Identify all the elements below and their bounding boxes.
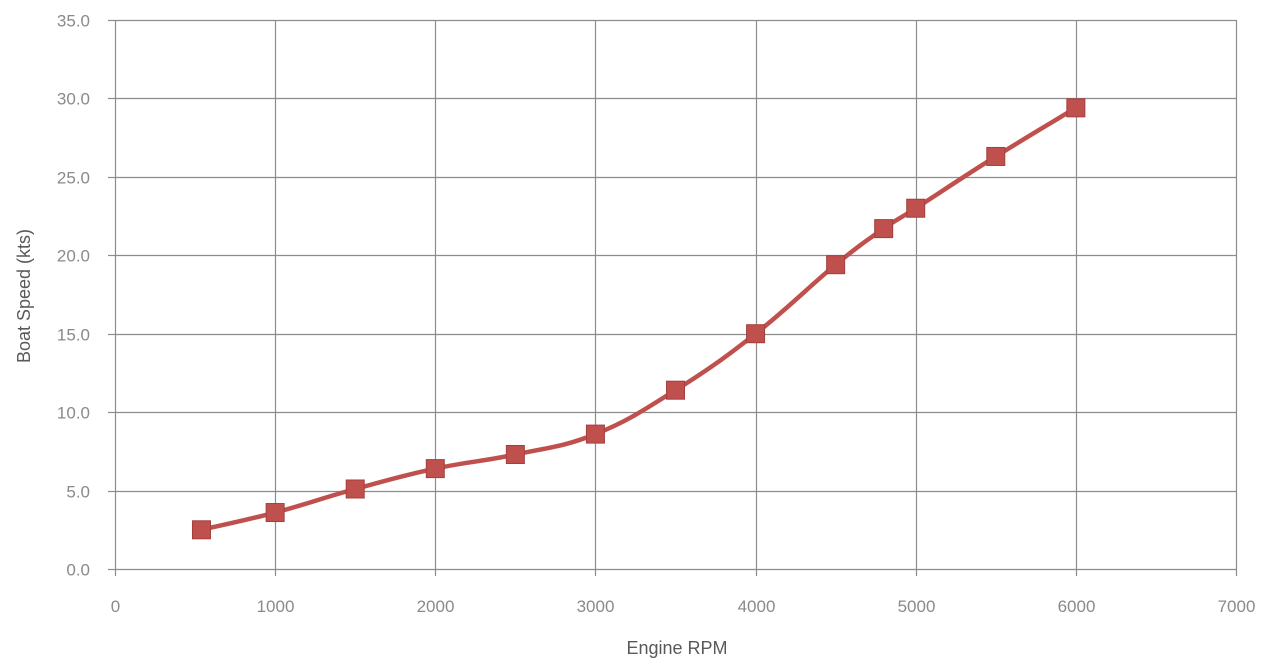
y-axis-ticks: 0.0 5.0 10.0 15.0 20.0 25.0 30.0 35.0 [57,12,90,580]
y-axis-title: Boat Speed (kts) [14,229,34,363]
data-point-marker [666,380,685,400]
x-axis-ticks: 0 1000 2000 3000 4000 5000 6000 7000 [111,597,1256,616]
x-tick-label: 7000 [1218,597,1256,616]
y-tick-label: 0.0 [66,561,90,580]
data-point-marker [585,424,605,444]
x-tick-label: 1000 [257,597,295,616]
y-tick-label: 20.0 [57,247,90,266]
series [191,98,1086,540]
data-point-marker [1066,98,1086,118]
data-point-marker [906,198,926,218]
y-tick-label: 5.0 [66,483,90,502]
x-axis-title: Engine RPM [626,638,727,658]
gridlines [108,19,1238,576]
y-tick-label: 15.0 [57,326,90,345]
y-tick-label: 30.0 [57,90,90,109]
x-tick-label: 0 [111,597,120,616]
data-point-marker [874,219,894,239]
y-tick-label: 35.0 [57,12,90,31]
data-point-marker [826,255,846,275]
data-point-marker [345,479,365,499]
series-line [199,105,1079,533]
data-point-marker [265,503,285,523]
x-tick-label: 5000 [898,597,936,616]
y-tick-label: 25.0 [57,169,90,188]
data-point-marker [986,146,1006,166]
data-point-marker [746,324,766,344]
y-tick-label: 10.0 [57,404,90,423]
data-point-marker [505,444,525,464]
data-point-marker [191,520,211,540]
data-point-marker [425,459,445,479]
x-tick-label: 6000 [1058,597,1096,616]
x-tick-label: 3000 [577,597,615,616]
x-tick-label: 4000 [738,597,776,616]
x-tick-label: 2000 [417,597,455,616]
